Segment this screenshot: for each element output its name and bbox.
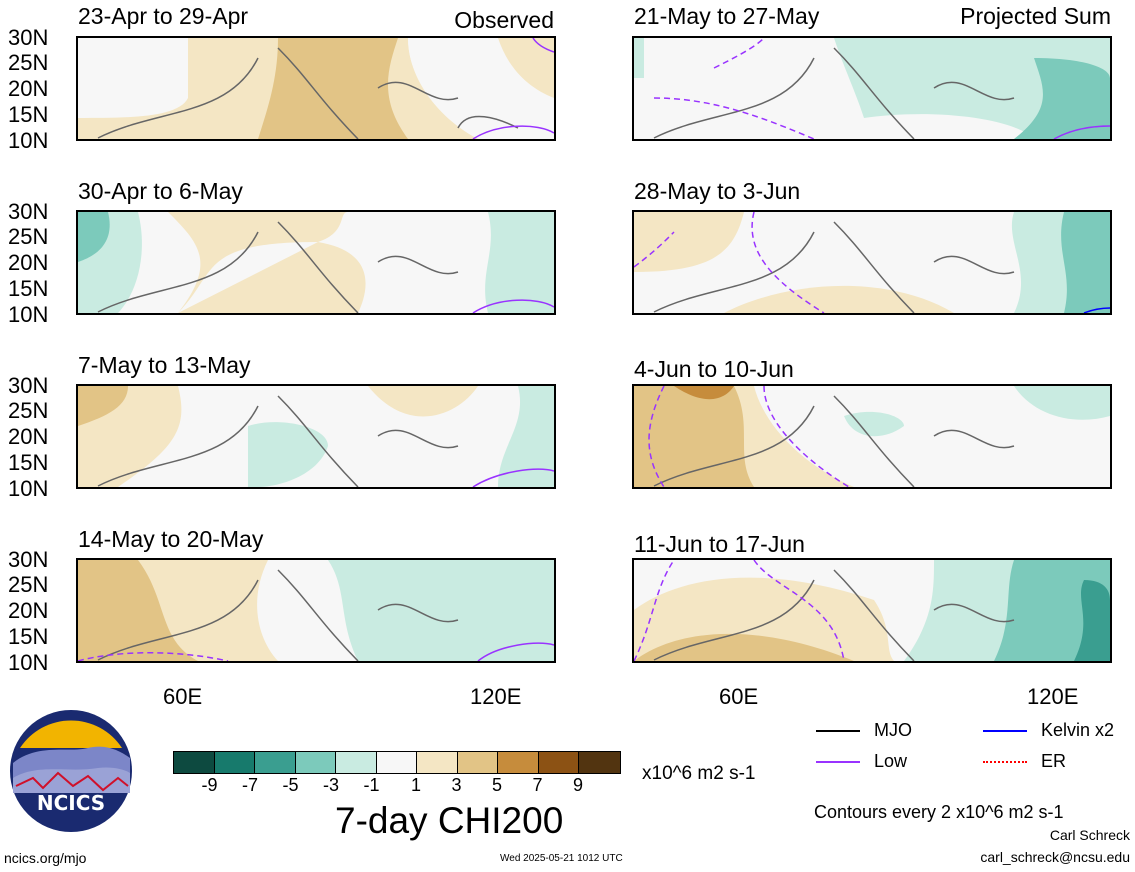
legend-kelvin-line [983,729,1027,732]
panel-title-left-4: 14-May to 20-May [78,526,264,552]
colorbar-swatch [498,752,539,773]
map-panel-right-1 [632,36,1112,141]
colorbar-tick-label: -9 [201,775,218,795]
legend-kelvin-label: Kelvin x2 [1041,720,1115,740]
colorbar-swatch [376,752,417,773]
panel-title-left-2: 30-Apr to 6-May [78,178,243,204]
colorbar-tick-label: 3 [451,775,462,795]
legend-er: ER [983,751,1066,772]
observed-label: Observed [454,7,554,33]
colorbar-swatch [579,752,620,773]
colorbar [173,751,621,774]
panel-title-left-3: 7-May to 13-May [78,352,251,378]
colorbar-tick-label: -1 [363,775,380,795]
map-panel-right-3 [632,384,1112,489]
colorbar-swatch [538,752,579,773]
legend-mjo-label: MJO [874,720,912,740]
logo-text: NCICS [37,791,105,815]
legend-er-line [983,760,1027,763]
colorbar-swatch [174,752,215,773]
site-url[interactable]: ncics.org/mjo [4,850,87,866]
colorbar-swatch [336,752,377,773]
projected-label: Projected Sum [960,3,1111,29]
panel-title-right-1: 21-May to 27-May [634,3,820,29]
colorbar-tick-label: -5 [282,775,299,795]
map-panel-left-3 [76,384,556,489]
legend-er-label: ER [1041,751,1067,771]
colorbar-units: x10^6 m2 s-1 [642,763,756,784]
legend-kelvin: Kelvin x2 [983,720,1114,741]
colorbar-title: 7-day CHI200 [335,800,564,841]
colorbar-swatch [214,752,255,773]
colorbar-tick-label: 1 [411,775,422,795]
colorbar-swatch [255,752,296,773]
lon-label-60e-left: 60E [163,684,203,709]
legend-mjo-line [816,729,860,732]
colorbar-swatch [417,752,458,773]
map-panel-left-2 [76,210,556,315]
colorbar-tick-label: 9 [573,775,584,795]
colorbar-swatch [295,752,336,773]
panel-title-left-1: 23-Apr to 29-Apr [78,3,249,29]
colorbar-tick-label: 5 [492,775,503,795]
colorbar-tick-label: -7 [242,775,259,795]
map-panel-right-4 [632,558,1112,663]
author: Carl Schreck [1049,827,1130,843]
lon-label-60e-right: 60E [719,684,759,709]
ncics-logo: NCICS [8,708,134,834]
legend-low-label: Low [874,751,908,771]
map-panel-left-1 [76,36,556,141]
legend-low-line [816,760,860,763]
panel-title-right-4: 11-Jun to 17-Jun [634,531,805,557]
email: carl_schreck@ncsu.edu [980,849,1130,865]
lon-label-120e-right: 120E [1027,684,1079,709]
colorbar-swatch [457,752,498,773]
map-panel-left-4 [76,558,556,663]
panel-title-right-2: 28-May to 3-Jun [634,178,801,204]
legend-low: Low [816,751,907,772]
legend-mjo: MJO [816,720,912,741]
timestamp: Wed 2025-05-21 1012 UTC [500,853,623,864]
colorbar-tick-label: 7 [532,775,543,795]
lon-label-120e-left: 120E [470,684,522,709]
panel-title-right-3: 4-Jun to 10-Jun [634,356,794,382]
contour-note: Contours every 2 x10^6 m2 s-1 [814,802,1064,822]
colorbar-tick-label: -3 [323,775,340,795]
map-panel-right-2 [632,210,1112,315]
